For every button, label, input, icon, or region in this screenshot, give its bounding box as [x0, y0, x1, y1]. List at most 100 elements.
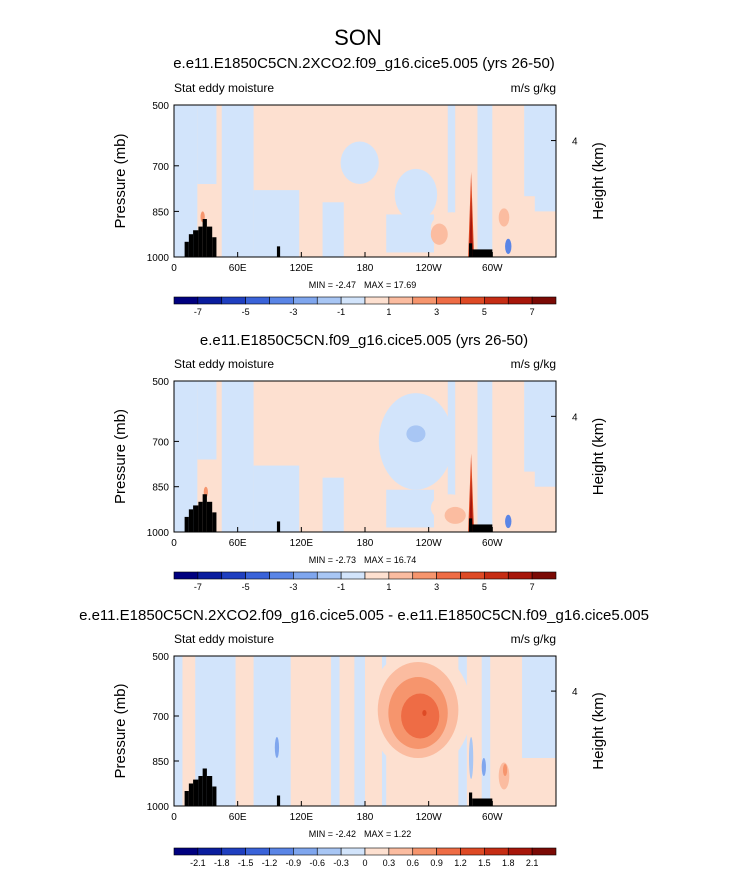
topography: [184, 241, 189, 257]
y-tick-label: 1000: [147, 528, 170, 539]
colorbar-label: 2.1: [526, 858, 539, 868]
field-contour: [340, 141, 379, 185]
x-tick-label: 180: [357, 263, 374, 274]
colorbar-label: 5: [482, 307, 487, 317]
field-band: [534, 381, 556, 487]
colorbar-swatch: [316, 571, 342, 580]
x-tick-label: 60E: [229, 538, 247, 549]
colorbar-label: -5: [242, 307, 250, 317]
colorbar-swatch: [364, 847, 390, 856]
topography: [198, 776, 203, 806]
field-band: [386, 214, 434, 253]
field-band: [253, 465, 300, 532]
field-contour: [406, 425, 426, 443]
colorbar-swatch: [412, 847, 437, 856]
colorbar-swatch: [245, 847, 270, 856]
field-band: [534, 105, 556, 212]
field-band: [447, 105, 456, 221]
colorbar-label: -5: [242, 582, 250, 592]
colorbar-swatch: [484, 296, 509, 305]
field-contour: [505, 238, 512, 254]
colorbar-swatch: [197, 571, 223, 580]
colorbar-label: -3: [289, 582, 297, 592]
colorbar-label: -3: [289, 307, 297, 317]
colorbar-label: 0.9: [430, 858, 443, 868]
field-band: [174, 105, 198, 257]
colorbar-swatch: [245, 571, 270, 580]
colorbar-label: 3: [434, 307, 439, 317]
x-tick-label: 0: [171, 263, 177, 274]
colorbar-swatch: [269, 296, 294, 305]
colorbar-swatch: [316, 296, 342, 305]
x-tick-label: 60W: [482, 263, 503, 274]
min-label: MIN = -2.42: [309, 829, 356, 839]
x-tick-label: 120E: [290, 538, 314, 549]
y-axis-title: Pressure (mb): [112, 409, 129, 504]
field: [174, 105, 556, 257]
topography: [193, 230, 199, 257]
colorbar-swatch: [531, 571, 557, 580]
colorbar-label: 0.3: [383, 858, 396, 868]
x-tick-label: 60W: [482, 538, 503, 549]
colorbar-swatch: [507, 296, 533, 305]
panel-left-label: Stat eddy moisture: [174, 81, 274, 95]
height-axis-title: Height (km): [590, 692, 607, 770]
colorbar-swatch: [316, 847, 342, 856]
field-contour: [498, 208, 510, 227]
y-tick-label: 700: [152, 437, 169, 448]
field-contour: [502, 764, 508, 776]
field-band: [221, 105, 254, 257]
field-band: [253, 190, 300, 257]
y-axis-title: Pressure (mb): [112, 683, 129, 778]
colorbar-swatch: [388, 571, 414, 580]
colorbar-swatch: [460, 847, 485, 856]
topography: [212, 512, 217, 532]
field-band: [386, 489, 434, 528]
field-spike-core: [469, 196, 474, 257]
colorbar-swatch: [340, 296, 366, 305]
height-tick-label: 4: [572, 687, 578, 698]
topography: [472, 249, 493, 257]
field-contour: [505, 514, 512, 529]
panel-2: e.e11.E1850C5CN.f09_g16.cice5.005 (yrs 2…: [112, 332, 607, 592]
field-contour: [468, 737, 474, 779]
colorbar-swatch: [412, 296, 437, 305]
colorbar-label: 7: [530, 582, 535, 592]
colorbar-swatch: [269, 571, 294, 580]
colorbar-label: 3: [434, 582, 439, 592]
topography: [276, 521, 281, 532]
x-tick-label: 60W: [482, 812, 503, 823]
colorbar-swatch: [293, 847, 318, 856]
field-contour: [274, 737, 280, 758]
panel-left-label: Stat eddy moisture: [174, 357, 274, 371]
topography: [184, 516, 189, 532]
y-tick-label: 700: [152, 162, 169, 173]
topography: [198, 226, 203, 257]
max-label: MAX = 1.22: [364, 829, 411, 839]
colorbar-swatch: [412, 571, 437, 580]
x-tick-label: 0: [171, 538, 177, 549]
colorbar-label: -7: [194, 307, 202, 317]
colorbar-label: -7: [194, 582, 202, 592]
colorbar-label: 5: [482, 582, 487, 592]
colorbar-swatch: [340, 571, 366, 580]
colorbar-swatch: [484, 571, 509, 580]
topography: [202, 494, 207, 532]
panel-1: e.e11.E1850C5CN.2XCO2.f09_g16.cice5.005 …: [112, 55, 607, 317]
field-band: [174, 656, 183, 806]
field-contour: [481, 758, 486, 776]
panel-title: e.e11.E1850C5CN.2XCO2.f09_g16.cice5.005 …: [173, 55, 555, 72]
colorbar-swatch: [221, 571, 246, 580]
y-tick-label: 500: [152, 652, 169, 663]
colorbar-swatch: [245, 296, 270, 305]
y-tick-label: 700: [152, 712, 169, 723]
field-contour: [430, 223, 448, 245]
field-band: [481, 656, 491, 806]
colorbar-swatch: [507, 571, 533, 580]
topography: [188, 234, 194, 257]
field-band: [253, 656, 291, 806]
colorbar-label: -0.9: [286, 858, 302, 868]
height-tick-label: 4: [572, 412, 578, 423]
x-tick-label: 120W: [416, 263, 443, 274]
topography: [206, 501, 213, 532]
